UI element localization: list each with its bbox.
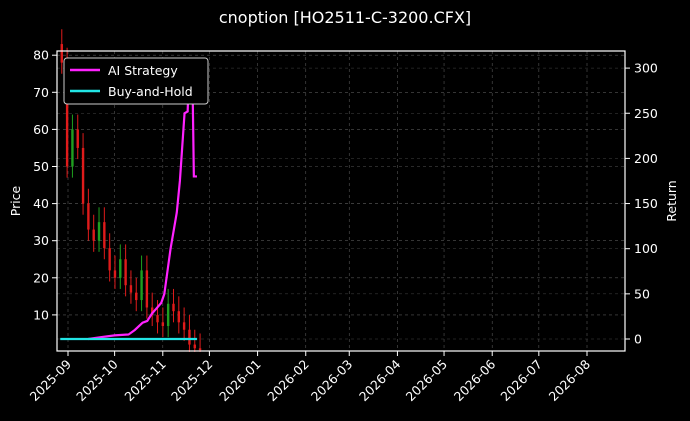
legend: AI Strategy Buy-and-Hold bbox=[63, 57, 209, 105]
svg-text:2025-10: 2025-10 bbox=[73, 356, 121, 404]
svg-text:2026-08: 2026-08 bbox=[546, 356, 594, 404]
y-axis-right-label: Return bbox=[664, 180, 679, 221]
svg-text:300: 300 bbox=[634, 61, 658, 76]
svg-text:60: 60 bbox=[33, 122, 49, 137]
svg-text:2026-06: 2026-06 bbox=[451, 356, 499, 404]
svg-text:2026-03: 2026-03 bbox=[308, 357, 356, 405]
svg-text:2026-01: 2026-01 bbox=[216, 357, 264, 405]
svg-text:250: 250 bbox=[634, 106, 658, 121]
y-axis-label: Price bbox=[8, 185, 23, 216]
svg-text:40: 40 bbox=[33, 196, 49, 211]
svg-text:20: 20 bbox=[33, 270, 49, 285]
svg-text:50: 50 bbox=[33, 159, 49, 174]
grid bbox=[57, 51, 625, 351]
svg-text:2026-05: 2026-05 bbox=[403, 357, 451, 405]
svg-text:200: 200 bbox=[634, 151, 658, 166]
svg-text:2026-02: 2026-02 bbox=[264, 357, 312, 405]
svg-text:50: 50 bbox=[634, 286, 650, 301]
svg-text:150: 150 bbox=[634, 196, 658, 211]
svg-text:30: 30 bbox=[33, 233, 49, 248]
svg-text:2026-04: 2026-04 bbox=[356, 356, 404, 404]
series-lines bbox=[60, 66, 197, 341]
svg-text:0: 0 bbox=[634, 332, 642, 347]
svg-text:2025-09: 2025-09 bbox=[27, 356, 75, 404]
svg-text:10: 10 bbox=[33, 307, 49, 322]
svg-text:70: 70 bbox=[33, 85, 49, 100]
legend-label-buy-and-hold: Buy-and-Hold bbox=[108, 84, 193, 99]
chart-title: cnoption [HO2511-C-3200.CFX] bbox=[218, 8, 472, 27]
svg-text:80: 80 bbox=[33, 48, 49, 63]
svg-text:100: 100 bbox=[634, 241, 658, 256]
svg-text:2025-11: 2025-11 bbox=[121, 357, 169, 405]
legend-label-ai-strategy: AI Strategy bbox=[108, 63, 178, 78]
svg-text:2025-12: 2025-12 bbox=[168, 357, 216, 405]
plot-frame bbox=[56, 50, 626, 352]
svg-text:2026-07: 2026-07 bbox=[497, 357, 545, 405]
